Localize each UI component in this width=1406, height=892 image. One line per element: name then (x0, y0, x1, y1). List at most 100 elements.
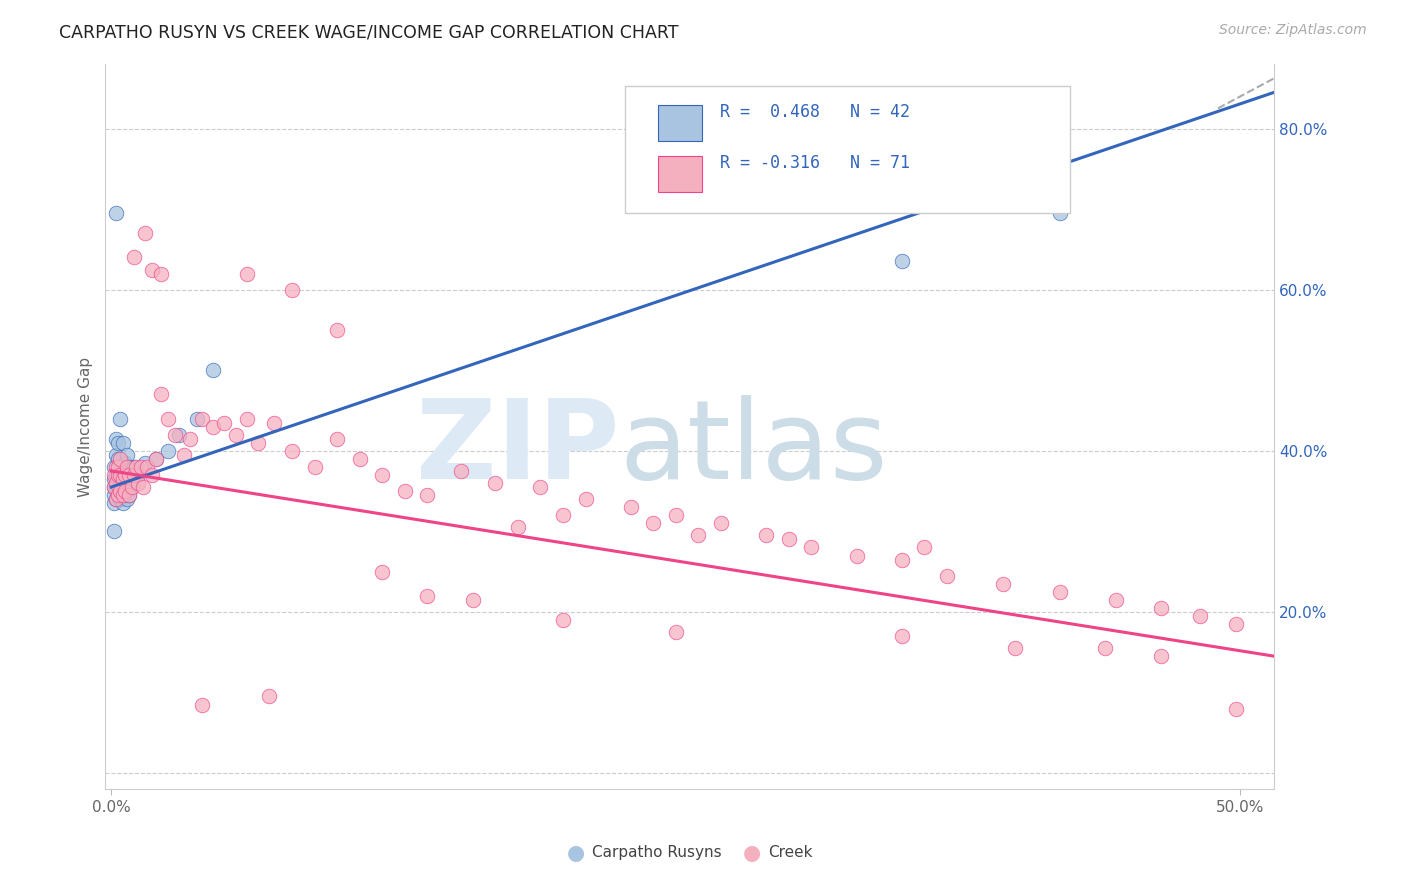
Point (141, 467, 163, 482)
Point (201, 419, 224, 434)
Point (484, 475, 506, 490)
Point (114, 467, 136, 482)
Point (149, 267, 172, 281)
Text: ZIP: ZIP (416, 395, 619, 502)
Point (236, 411, 259, 425)
Point (156, 443, 179, 458)
Point (190, 411, 212, 425)
Point (104, 206, 127, 220)
Point (110, 411, 132, 425)
Text: Creek: Creek (768, 846, 813, 860)
Point (118, 467, 141, 482)
Point (225, 427, 247, 442)
Text: Carpatho Rusyns: Carpatho Rusyns (592, 846, 721, 860)
Point (145, 451, 167, 466)
Point (115, 472, 138, 486)
Point (111, 467, 134, 482)
Point (394, 484, 416, 499)
Point (912, 541, 935, 555)
Point (107, 467, 129, 482)
Point (281, 283, 304, 297)
Point (173, 448, 195, 462)
Point (103, 480, 125, 494)
Point (236, 267, 259, 281)
Point (845, 549, 868, 563)
Point (778, 533, 800, 547)
Point (134, 456, 156, 470)
Point (506, 520, 529, 534)
Point (551, 613, 574, 627)
Point (104, 448, 127, 462)
Point (326, 432, 349, 446)
Point (1150, 649, 1173, 664)
Point (574, 492, 596, 507)
Text: Source: ZipAtlas.com: Source: ZipAtlas.com (1219, 23, 1367, 37)
Point (890, 552, 912, 566)
Point (104, 492, 127, 507)
Point (104, 459, 127, 474)
Point (935, 568, 957, 582)
Point (145, 451, 167, 466)
Point (122, 467, 145, 482)
Point (111, 488, 134, 502)
Point (129, 459, 152, 474)
Point (190, 698, 212, 712)
Bar (658, 105, 703, 142)
Point (134, 226, 156, 240)
Point (890, 629, 912, 643)
Point (349, 451, 371, 466)
Point (122, 251, 145, 265)
Point (107, 472, 129, 486)
Point (163, 427, 186, 442)
Point (122, 459, 145, 474)
Point (263, 416, 285, 430)
Point (755, 528, 778, 542)
Point (104, 480, 127, 494)
Point (136, 459, 159, 474)
Point (1225, 701, 1247, 715)
Point (103, 480, 125, 494)
Point (304, 459, 326, 474)
Point (450, 464, 472, 478)
Text: atlas: atlas (619, 395, 887, 502)
Point (104, 475, 127, 490)
Point (371, 565, 394, 579)
Point (104, 432, 127, 446)
Point (103, 524, 125, 539)
Point (114, 484, 136, 499)
Point (890, 254, 912, 268)
Point (1150, 600, 1173, 615)
Point (115, 492, 138, 507)
Point (1188, 609, 1211, 624)
Point (114, 488, 136, 502)
Point (1225, 617, 1247, 632)
Point (416, 589, 439, 603)
Y-axis label: Wage/Income Gap: Wage/Income Gap (79, 357, 93, 497)
Point (710, 516, 733, 531)
Point (103, 488, 125, 502)
Bar (658, 156, 703, 192)
Text: R = -0.316   N = 71: R = -0.316 N = 71 (720, 153, 910, 172)
Point (620, 500, 643, 515)
Point (118, 488, 141, 502)
Point (104, 467, 127, 482)
Point (107, 488, 129, 502)
Point (461, 592, 484, 607)
Point (326, 323, 349, 337)
Point (529, 480, 551, 494)
Point (111, 496, 134, 510)
Point (141, 262, 163, 277)
Point (127, 475, 149, 490)
Point (1049, 584, 1071, 599)
Point (149, 387, 172, 401)
Point (104, 492, 127, 507)
Point (110, 484, 132, 499)
Point (121, 480, 143, 494)
Point (107, 459, 129, 474)
Point (111, 435, 134, 450)
Point (156, 411, 179, 425)
Point (110, 451, 132, 466)
Point (107, 435, 129, 450)
Point (688, 528, 710, 542)
Point (111, 480, 134, 494)
